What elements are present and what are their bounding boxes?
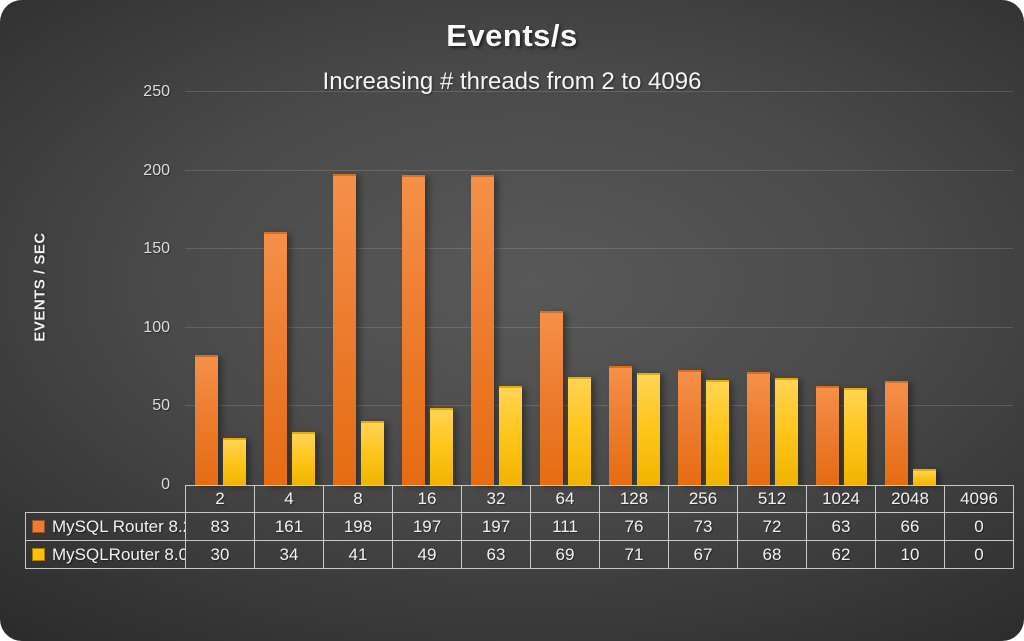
- legend-label: MySQL Router 8.2: [25, 512, 186, 541]
- value-cell: 67: [668, 540, 738, 569]
- legend-swatch-icon: [32, 519, 45, 533]
- value-cell: 62: [806, 540, 876, 569]
- value-cell: 34: [254, 540, 324, 569]
- bar-mysql-router-8.2-4: [264, 232, 287, 485]
- value-cell: 0: [944, 512, 1014, 541]
- value-cell: 0: [944, 540, 1014, 569]
- bar-mysqlrouter-8.0-128: [637, 373, 660, 485]
- bar-mysql-router-8.2-64: [540, 311, 563, 485]
- bar-mysql-router-8.2-1024: [816, 386, 839, 485]
- value-cell: 49: [392, 540, 462, 569]
- category-header: 32: [461, 485, 531, 513]
- y-tick-label: 100: [143, 319, 170, 336]
- value-cell: 197: [392, 512, 462, 541]
- bar-mysqlrouter-8.0-8: [361, 421, 384, 485]
- bar-mysqlrouter-8.0-512: [775, 378, 798, 485]
- category-header: 64: [530, 485, 600, 513]
- value-cell: 71: [599, 540, 669, 569]
- bar-mysqlrouter-8.0-64: [568, 377, 591, 485]
- bar-mysql-router-8.2-512: [747, 372, 770, 485]
- table-row: MySQL Router 8.2 83 161 198 197 197 111 76 73 72 6…: [25, 512, 1014, 541]
- bar-mysqlrouter-8.0-2: [223, 438, 246, 485]
- y-tick-label: 250: [143, 83, 170, 100]
- bar-mysqlrouter-8.0-2048: [913, 469, 936, 485]
- value-cell: 83: [185, 512, 255, 541]
- y-tick-label: 150: [143, 240, 170, 257]
- bar-mysqlrouter-8.0-256: [706, 380, 729, 485]
- value-cell: 111: [530, 512, 600, 541]
- gridline: [185, 248, 1013, 249]
- bar-mysql-router-8.2-128: [609, 366, 632, 485]
- bar-mysql-router-8.2-32: [471, 175, 494, 485]
- category-header: 8: [323, 485, 393, 513]
- category-header: 2: [185, 485, 255, 513]
- value-cell: 10: [875, 540, 945, 569]
- bar-mysqlrouter-8.0-1024: [844, 388, 867, 485]
- category-header: 128: [599, 485, 669, 513]
- value-cell: 63: [806, 512, 876, 541]
- value-cell: 198: [323, 512, 393, 541]
- bar-mysqlrouter-8.0-4: [292, 432, 315, 485]
- category-header: 4: [254, 485, 324, 513]
- plot-area: [185, 91, 1013, 485]
- value-cell: 161: [254, 512, 324, 541]
- category-header: 1024: [806, 485, 876, 513]
- data-table: 2 4 8 16 32 64 128 256 512 1024 2048 4096 MySQL Rout…: [25, 485, 1014, 569]
- table-corner-blank: [26, 486, 186, 513]
- y-tick-label: 0: [161, 476, 170, 493]
- category-header: 4096: [944, 485, 1014, 513]
- value-cell: 197: [461, 512, 531, 541]
- value-cell: 76: [599, 512, 669, 541]
- gridline: [185, 170, 1013, 171]
- category-header: 256: [668, 485, 738, 513]
- bar-mysql-router-8.2-16: [402, 175, 425, 485]
- y-tick-label: 200: [143, 162, 170, 179]
- category-header: 512: [737, 485, 807, 513]
- legend-label: MySQLRouter 8.0: [25, 540, 186, 569]
- y-tick-label: 50: [152, 397, 170, 414]
- category-header: 2048: [875, 485, 945, 513]
- value-cell: 41: [323, 540, 393, 569]
- gridline: [185, 327, 1013, 328]
- series-name: MySQLRouter 8.0: [52, 544, 186, 564]
- value-cell: 66: [875, 512, 945, 541]
- bar-mysql-router-8.2-8: [333, 174, 356, 485]
- value-cell: 63: [461, 540, 531, 569]
- category-header: 16: [392, 485, 462, 513]
- legend-swatch-icon: [32, 547, 45, 561]
- value-cell: 68: [737, 540, 807, 569]
- bar-mysqlrouter-8.0-32: [499, 386, 522, 485]
- value-cell: 72: [737, 512, 807, 541]
- value-cell: 69: [530, 540, 600, 569]
- bar-mysql-router-8.2-256: [678, 370, 701, 485]
- value-cell: 73: [668, 512, 738, 541]
- bar-mysql-router-8.2-2048: [885, 381, 908, 485]
- bar-mysqlrouter-8.0-16: [430, 408, 453, 485]
- gridline: [185, 405, 1013, 406]
- bar-mysql-router-8.2-2: [195, 355, 218, 485]
- gridline: [185, 91, 1013, 92]
- value-cell: 30: [185, 540, 255, 569]
- chart-title: Events/s: [446, 18, 578, 53]
- series-name: MySQL Router 8.2: [52, 516, 186, 536]
- table-row: MySQLRouter 8.0 30 34 41 49 63 69 71 67 68 62 10 0: [25, 540, 1014, 569]
- chart-subtitle: Increasing # threads from 2 to 4096: [322, 68, 702, 95]
